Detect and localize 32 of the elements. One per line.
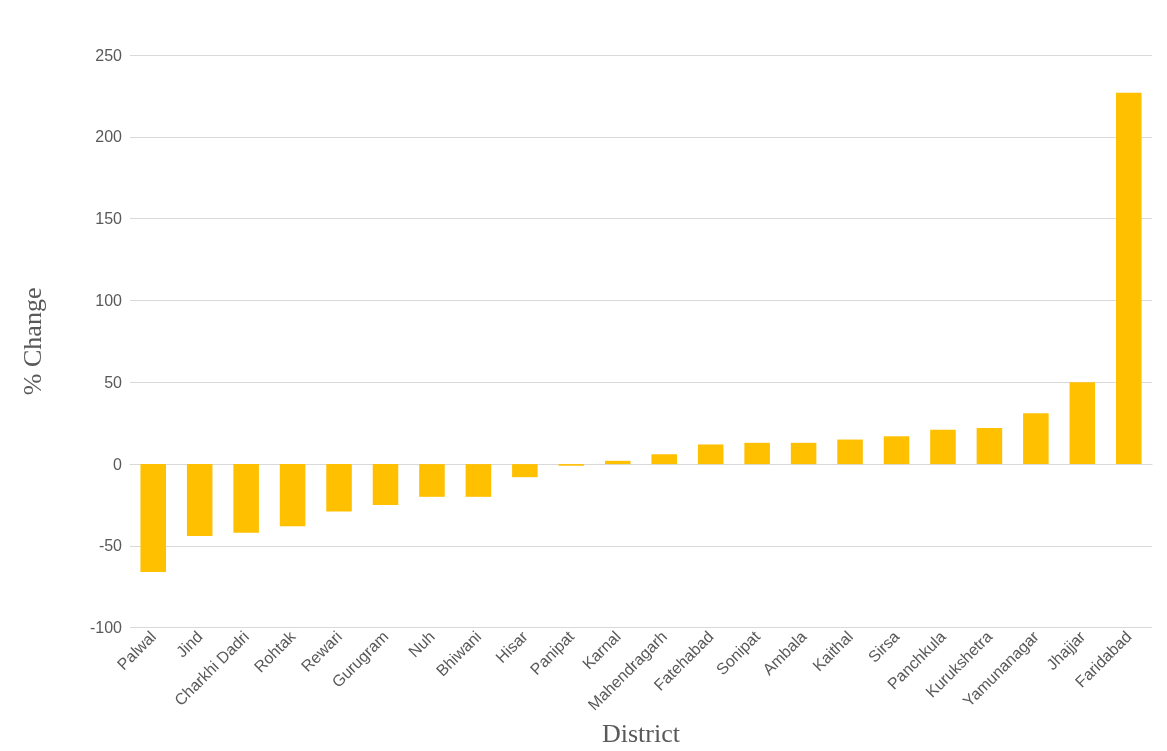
x-axis-title: District	[602, 718, 681, 748]
bar	[279, 464, 306, 527]
y-tick-label: 250	[95, 46, 123, 64]
x-tick-label: Jind	[172, 627, 206, 661]
y-tick-label: -50	[98, 537, 123, 555]
bar	[1116, 92, 1142, 465]
bar	[930, 429, 956, 465]
bar	[140, 464, 166, 573]
y-tick-label: 0	[113, 455, 123, 473]
bar	[419, 464, 445, 497]
bar	[465, 464, 492, 497]
y-tick-label: 100	[95, 291, 123, 309]
bar	[883, 436, 910, 465]
bar	[837, 439, 863, 465]
bar	[605, 460, 631, 465]
bar	[651, 454, 677, 465]
bar	[512, 464, 538, 478]
y-tick-label: 150	[95, 210, 123, 228]
bar	[744, 442, 770, 465]
bar	[186, 464, 213, 537]
bar	[233, 464, 259, 533]
y-tick-label: 200	[95, 128, 123, 146]
y-axis-title: % Change	[17, 287, 47, 396]
bar	[976, 428, 1003, 465]
bar	[790, 442, 817, 465]
bar	[697, 444, 724, 465]
bar	[1023, 413, 1049, 465]
bar	[326, 464, 352, 512]
y-tick-label: 50	[104, 373, 123, 391]
bar	[1069, 382, 1096, 465]
x-tick-label: Nuh	[405, 627, 438, 661]
bar	[372, 464, 399, 505]
